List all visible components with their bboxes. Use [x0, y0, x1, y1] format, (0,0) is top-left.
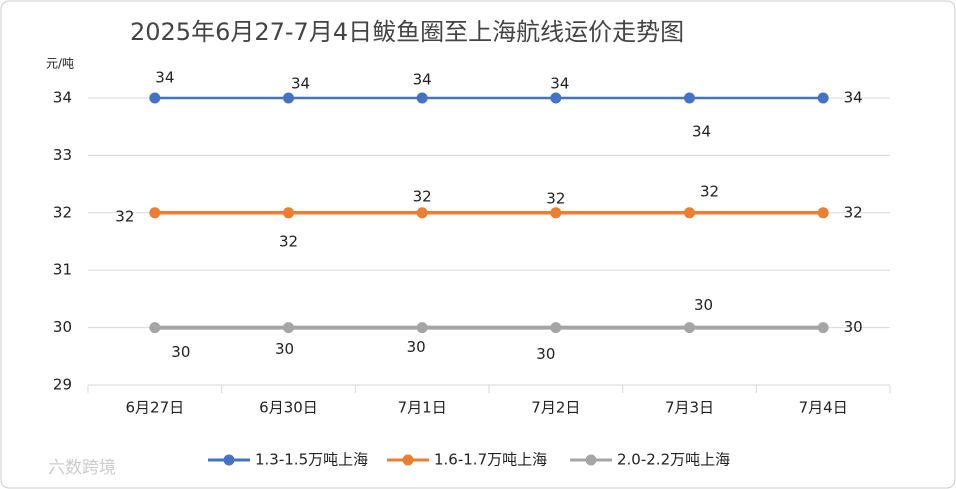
data-label: 34 [155, 69, 174, 87]
y-tick-label: 31 [53, 261, 72, 279]
x-tick-label: 7月1日 [398, 399, 447, 417]
data-label: 30 [536, 345, 555, 363]
data-point [550, 207, 562, 219]
data-label: 34 [291, 75, 310, 93]
data-point [684, 92, 695, 104]
y-tick-label: 34 [53, 89, 72, 107]
data-point [817, 92, 829, 104]
data-point [416, 207, 428, 219]
legend-label: 1.3-1.5万吨上海 [255, 451, 368, 469]
data-label: 32 [413, 187, 432, 205]
x-tick-label: 7月4日 [799, 399, 848, 417]
data-point [149, 207, 161, 219]
x-tick-label: 6月27日 [126, 399, 185, 417]
data-label: 30 [844, 318, 863, 336]
data-label: 30 [275, 340, 294, 358]
data-label: 34 [550, 75, 569, 93]
data-label: 32 [844, 203, 863, 221]
x-tick-label: 7月3日 [665, 399, 714, 417]
x-tick-label: 7月2日 [531, 399, 580, 417]
data-point [283, 92, 294, 104]
data-label: 32 [546, 189, 565, 207]
chart-title: 2025年6月27-7月4日鲅鱼圈至上海航线运价走势图 [130, 18, 684, 46]
data-point [817, 322, 829, 334]
data-point [817, 207, 829, 219]
data-label: 34 [413, 71, 432, 89]
x-tick-label: 6月30日 [259, 399, 318, 417]
data-label: 32 [279, 232, 298, 250]
data-point [283, 207, 294, 219]
data-label: 32 [115, 207, 134, 225]
data-point [149, 322, 161, 334]
data-point [149, 92, 161, 104]
legend-marker [223, 454, 235, 466]
legend-marker [585, 454, 597, 466]
data-point [684, 322, 695, 334]
y-tick-label: 29 [53, 376, 72, 394]
data-label: 30 [407, 338, 426, 356]
data-label: 34 [844, 89, 863, 107]
legend-marker [402, 454, 414, 466]
data-point [416, 322, 428, 334]
y-tick-label: 32 [53, 203, 72, 221]
data-point [416, 92, 428, 104]
data-point [684, 207, 695, 219]
data-point [283, 322, 294, 334]
data-point [550, 322, 562, 334]
watermark: 六数跨境 [48, 458, 116, 478]
y-axis-unit: 元/吨 [46, 57, 74, 71]
data-label: 30 [171, 343, 190, 361]
data-label: 30 [694, 296, 713, 314]
legend-label: 1.6-1.7万吨上海 [434, 451, 547, 469]
data-label: 34 [692, 123, 711, 141]
y-tick-label: 33 [53, 146, 72, 164]
data-label: 32 [700, 182, 719, 200]
y-tick-label: 30 [53, 318, 72, 336]
legend-label: 2.0-2.2万吨上海 [617, 451, 730, 469]
data-point [550, 92, 562, 104]
